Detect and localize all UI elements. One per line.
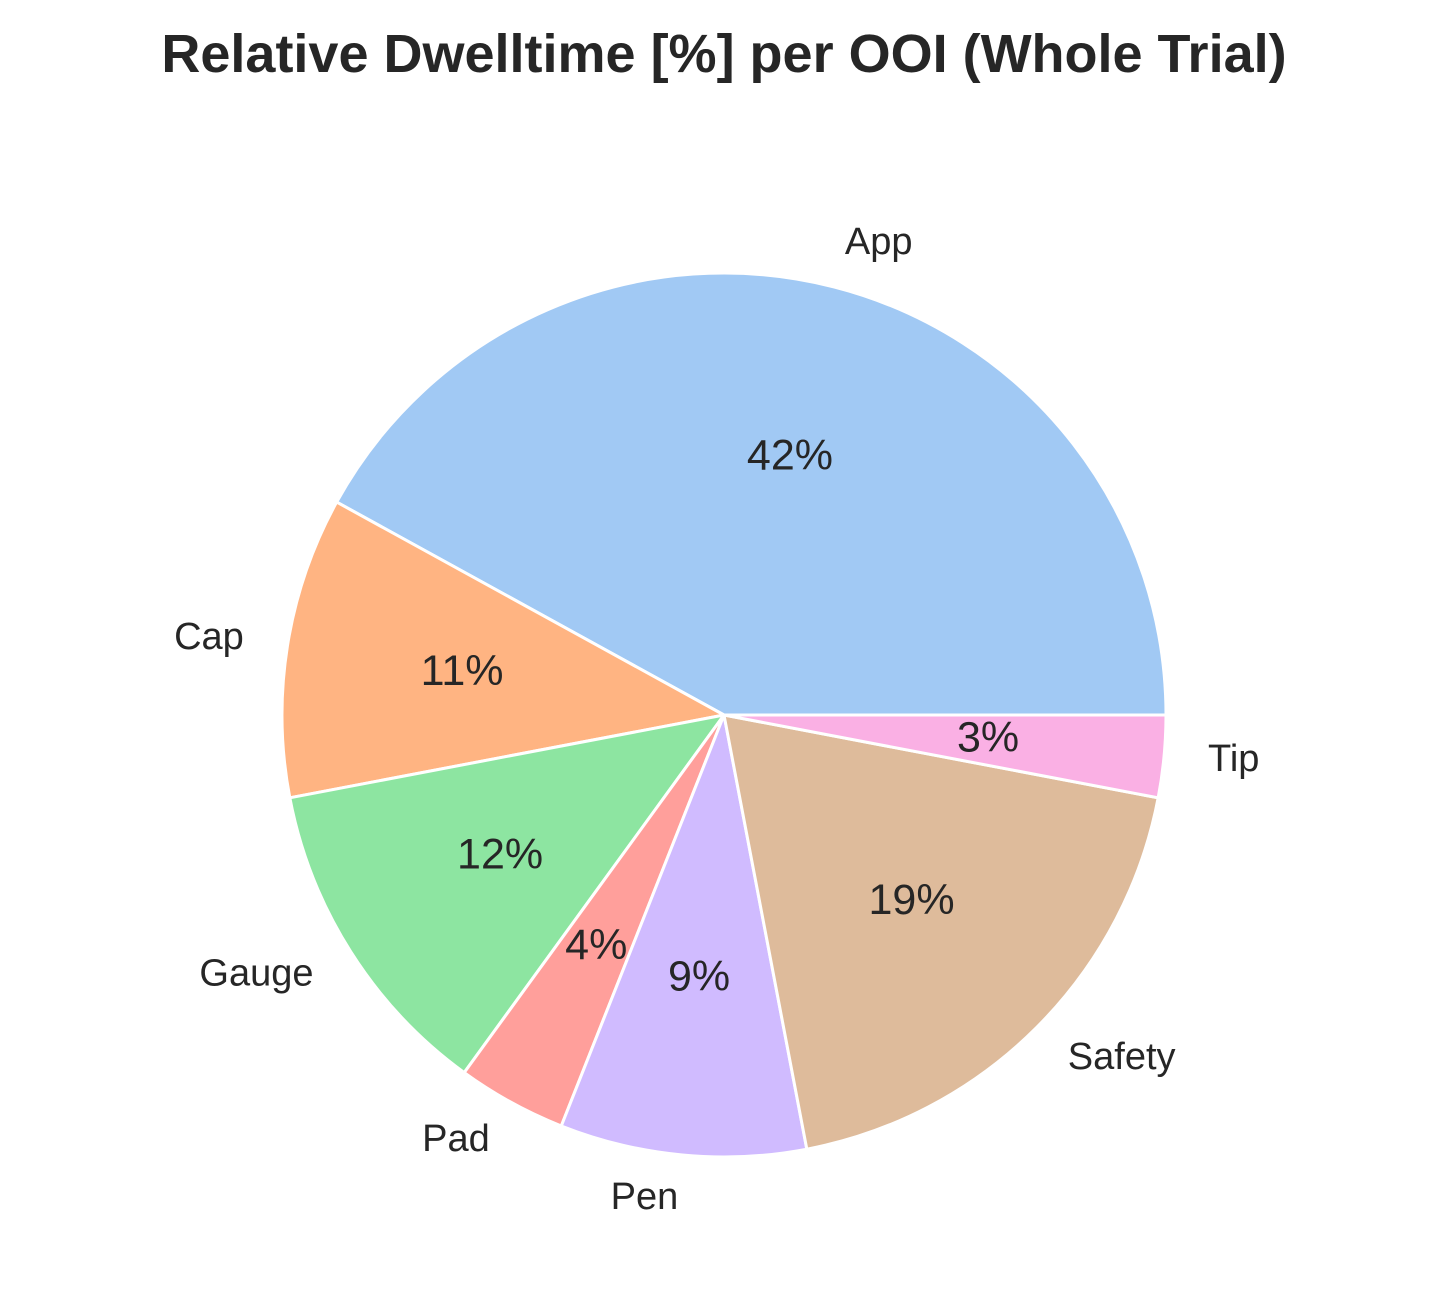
slice-percent-gauge: 12% [457,830,543,878]
chart-title: Relative Dwelltime [%] per OOI (Whole Tr… [161,24,1287,84]
slice-percent-cap: 11% [421,647,504,695]
slice-label-safety: Safety [1068,1036,1176,1078]
slice-percent-tip: 3% [957,713,1019,761]
slice-label-pad: Pad [422,1118,490,1160]
slice-label-gauge: Gauge [199,953,313,995]
pie-slice-safety [722,713,1160,1151]
pie-labels: App 42% Cap 11% Gauge 12% Pad 4% Pen 9% Safety 19% T… [174,221,1259,1218]
pie-wedges [280,271,1168,1159]
pie-slice-app [335,271,1168,717]
slice-percent-pen: 9% [668,952,730,1000]
slice-percent-safety: 19% [868,876,954,924]
pie-slice-gauge [288,713,726,1075]
slice-percent-pad: 4% [565,921,627,969]
pie-slice-tip [722,713,1168,800]
slice-label-tip: Tip [1208,738,1259,780]
slice-label-cap: Cap [174,616,244,658]
pie-slice-pen [559,713,809,1159]
slice-percent-app: 42% [747,431,833,479]
slice-label-pen: Pen [611,1176,679,1218]
slice-label-app: App [845,221,913,263]
pie-slice-cap [280,500,726,800]
